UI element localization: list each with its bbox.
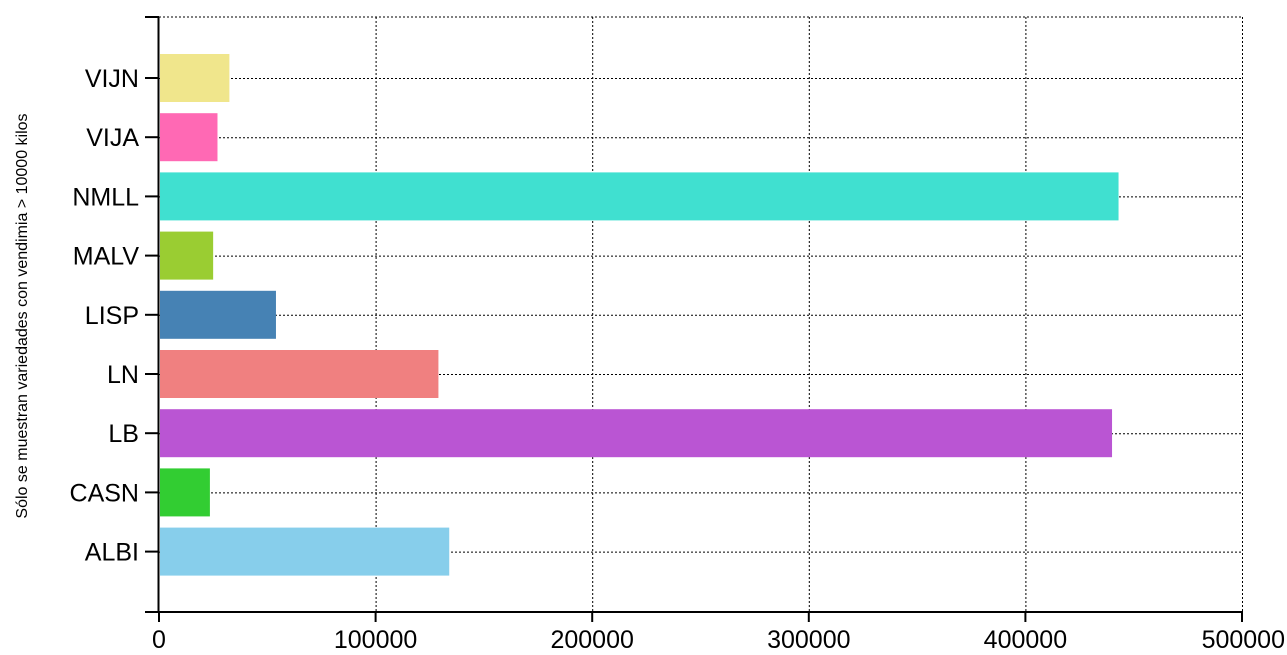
y-tick-label-vija: VIJA: [86, 124, 139, 152]
x-tick-label: 100000: [334, 626, 417, 654]
bars: [160, 54, 1119, 576]
bar-vijn: [160, 54, 230, 102]
tick-labels: VIJN VIJA NMLL MALV LISP LN LB CASN ALBI 0 100000 2…: [70, 65, 1285, 654]
bar-vija: [160, 113, 218, 162]
x-tick-label: 500000: [1202, 626, 1285, 654]
y-tick-label-malv: MALV: [73, 243, 140, 271]
bar-albi: [160, 527, 450, 576]
bar-nmll: [160, 172, 1119, 221]
bar-malv: [160, 231, 214, 280]
bar-lisp: [160, 290, 276, 339]
bar-ln: [160, 350, 439, 398]
x-tick-label: 200000: [550, 626, 633, 654]
bar-lb: [160, 409, 1113, 458]
y-tick-label-casn: CASN: [70, 479, 139, 507]
y-tick-label-lisp: LISP: [85, 302, 139, 330]
y-axis-title: Sólo se muestran variedades con vendimia…: [14, 113, 31, 518]
grid-lines: [159, 16, 1243, 612]
y-tick-label-lb: LB: [108, 420, 139, 448]
axes: [145, 16, 1243, 622]
y-tick-label-albi: ALBI: [85, 539, 139, 567]
x-tick-label: 300000: [767, 626, 850, 654]
bar-casn: [160, 468, 210, 517]
x-tick-label: 400000: [984, 626, 1067, 654]
y-tick-label-ln: LN: [107, 361, 139, 389]
y-tick-label-vijn: VIJN: [85, 65, 139, 93]
x-tick-label: 0: [152, 626, 166, 654]
y-tick-label-nmll: NMLL: [72, 183, 139, 211]
